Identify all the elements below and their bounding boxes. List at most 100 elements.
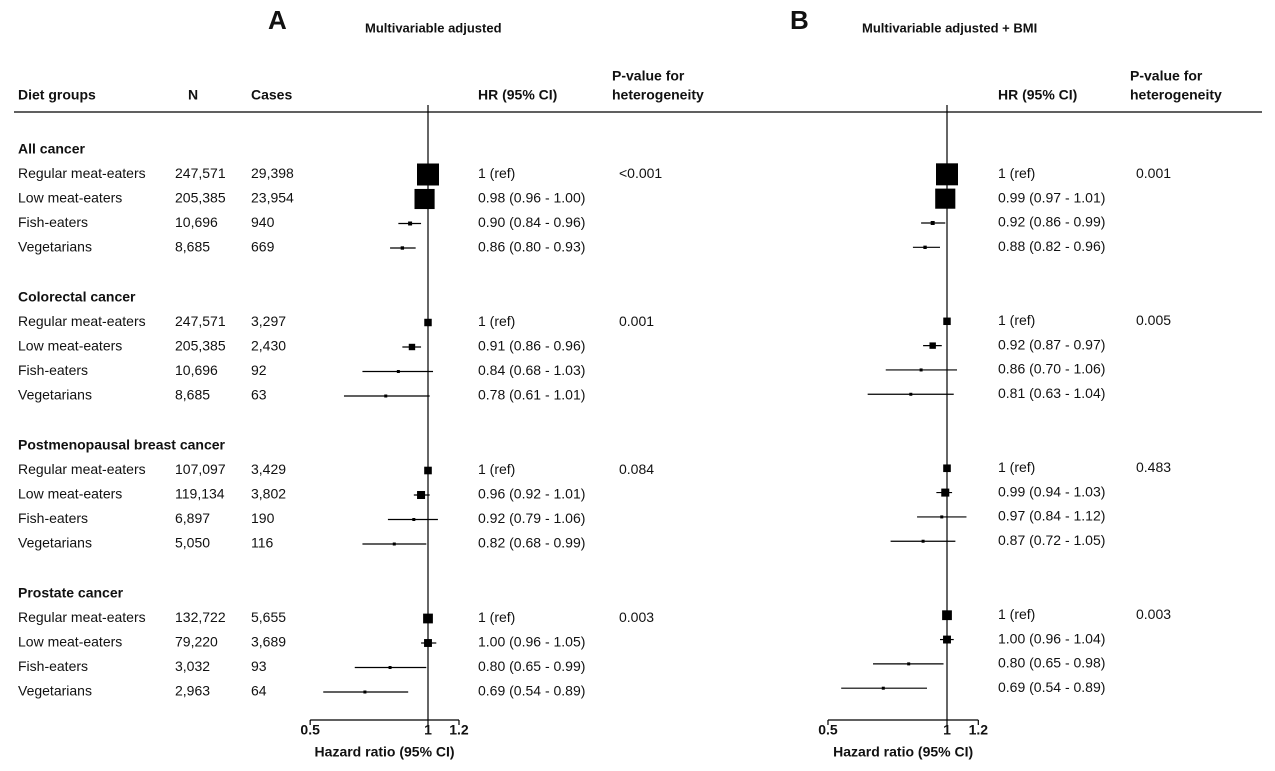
hr-label: 0.92 (0.86 - 0.99) [998, 214, 1105, 230]
hr-box [417, 163, 439, 186]
hr-label: 0.86 (0.80 - 0.93) [478, 239, 585, 255]
hr-box [921, 539, 925, 543]
x-tick-label: 1 [424, 722, 432, 738]
column-header: Diet groups [18, 87, 96, 103]
hr-box [941, 488, 950, 497]
hr-box [936, 163, 958, 186]
p-value: 0.084 [619, 461, 654, 477]
hr-label: 0.88 (0.82 - 0.96) [998, 238, 1105, 254]
table-cell: 23,954 [251, 190, 294, 206]
table-cell: 3,802 [251, 486, 286, 502]
table-cell: 6,897 [175, 510, 210, 526]
table-cell: 190 [251, 510, 275, 526]
table-cell: 10,696 [175, 214, 218, 230]
panel-title: Multivariable adjusted [365, 20, 502, 35]
table-cell: 64 [251, 683, 267, 699]
group-title: Prostate cancer [18, 585, 124, 601]
hr-label: 0.82 (0.68 - 0.99) [478, 535, 585, 551]
p-value: <0.001 [619, 165, 662, 181]
x-tick-label: 1.2 [449, 722, 469, 738]
hr-label: 0.80 (0.65 - 0.99) [478, 658, 585, 674]
hr-box [424, 318, 432, 327]
table-cell: Vegetarians [18, 535, 92, 551]
hr-box [930, 220, 935, 225]
table-cell: Regular meat-eaters [18, 461, 146, 477]
hr-label: 0.90 (0.84 - 0.96) [478, 214, 585, 230]
hr-label: 0.84 (0.68 - 1.03) [478, 362, 585, 378]
hr-box [424, 639, 432, 647]
column-header: HR (95% CI) [998, 87, 1077, 103]
hr-label: 0.92 (0.87 - 0.97) [998, 336, 1105, 352]
table-cell: Low meat-eaters [18, 338, 122, 354]
table-cell: Low meat-eaters [18, 634, 122, 650]
hr-label: 0.96 (0.92 - 1.01) [478, 486, 585, 502]
hr-label: 1 (ref) [478, 461, 515, 477]
column-header: P-value for [1130, 68, 1203, 84]
x-tick-label: 1 [943, 722, 951, 738]
table-cell: 63 [251, 387, 267, 403]
table-cell: 93 [251, 658, 267, 674]
hr-box [935, 188, 956, 209]
hr-box [919, 368, 923, 372]
hr-box [363, 690, 367, 694]
x-axis-label: Hazard ratio (95% CI) [833, 744, 973, 760]
table-cell: Vegetarians [18, 387, 92, 403]
table-cell: 3,689 [251, 634, 286, 650]
hr-label: 0.81 (0.63 - 1.04) [998, 385, 1105, 401]
panel-label: A [268, 5, 287, 35]
column-header: heterogeneity [612, 87, 704, 103]
hr-box [408, 343, 416, 351]
group-title: Postmenopausal breast cancer [18, 437, 226, 453]
hr-box [392, 542, 396, 546]
hr-box [396, 370, 400, 373]
column-header: Cases [251, 87, 292, 103]
table-cell: 3,429 [251, 461, 286, 477]
hr-label: 1 (ref) [478, 313, 515, 329]
hr-label: 1 (ref) [998, 165, 1035, 181]
table-cell: 3,297 [251, 313, 286, 329]
table-cell: 8,685 [175, 387, 210, 403]
p-value: 0.483 [1136, 459, 1171, 475]
p-value: 0.003 [619, 609, 654, 625]
hr-label: 0.78 (0.61 - 1.01) [478, 387, 585, 403]
table-cell: 5,655 [251, 609, 286, 625]
table-cell: 107,097 [175, 461, 226, 477]
p-value: 0.001 [619, 313, 654, 329]
table-cell: 2,963 [175, 683, 210, 699]
table-cell: 116 [251, 535, 274, 551]
hr-box [943, 464, 951, 473]
hr-label: 0.86 (0.70 - 1.06) [998, 361, 1105, 377]
hr-box [400, 246, 405, 250]
column-header: HR (95% CI) [478, 87, 557, 103]
table-cell: Fish-eaters [18, 362, 88, 378]
hr-box [388, 666, 392, 669]
table-cell: Fish-eaters [18, 658, 88, 674]
hr-box [909, 392, 913, 396]
hr-box [408, 221, 413, 226]
table-cell: 5,050 [175, 535, 210, 551]
hr-box [424, 466, 432, 475]
table-cell: 132,722 [175, 609, 226, 625]
table-cell: 79,220 [175, 634, 218, 650]
p-value: 0.003 [1136, 606, 1171, 622]
column-header: heterogeneity [1130, 87, 1222, 103]
table-cell: Regular meat-eaters [18, 165, 146, 181]
table-cell: Regular meat-eaters [18, 609, 146, 625]
hr-box [907, 662, 911, 666]
hr-label: 0.69 (0.54 - 0.89) [478, 683, 585, 699]
table-cell: Fish-eaters [18, 214, 88, 230]
hr-label: 0.98 (0.96 - 1.00) [478, 190, 585, 206]
table-cell: 205,385 [175, 338, 226, 354]
hr-label: 0.69 (0.54 - 0.89) [998, 679, 1105, 695]
x-tick-label: 0.5 [300, 722, 320, 738]
table-cell: 10,696 [175, 362, 218, 378]
hr-box [943, 317, 951, 326]
p-value: 0.001 [1136, 165, 1171, 181]
table-cell: 205,385 [175, 190, 226, 206]
table-cell: Vegetarians [18, 683, 92, 699]
panel-title: Multivariable adjusted + BMI [862, 20, 1037, 35]
hr-label: 1 (ref) [998, 459, 1035, 475]
hr-box [412, 518, 416, 521]
hr-label: 0.92 (0.79 - 1.06) [478, 510, 585, 526]
